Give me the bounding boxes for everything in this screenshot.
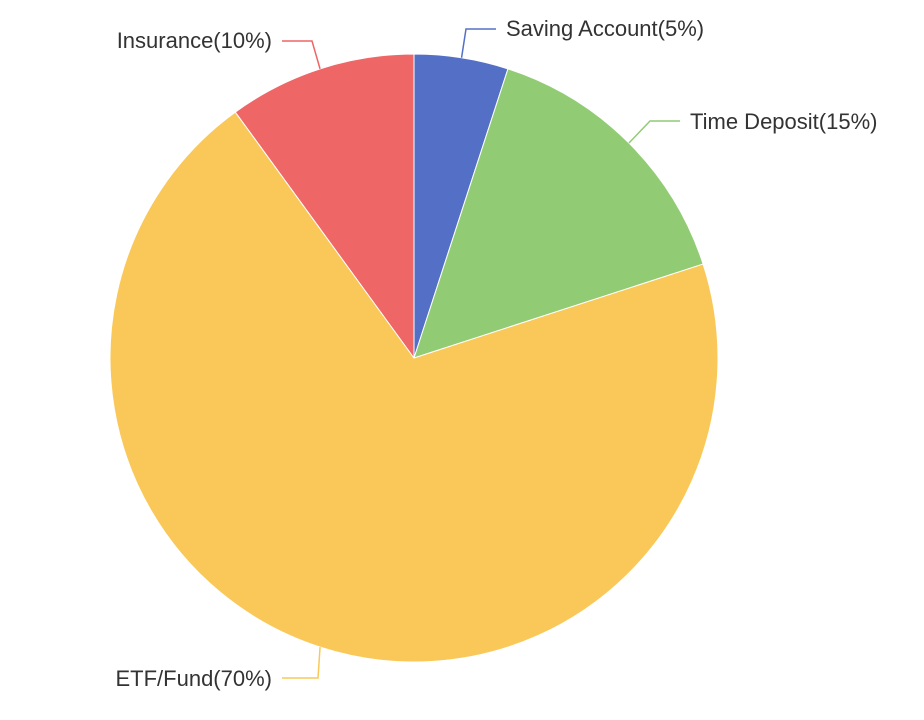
- leader-line-insurance: [282, 40, 321, 70]
- slice-label-saving-account: Saving Account(5%): [506, 16, 704, 41]
- leader-line-time-deposit: [628, 120, 680, 144]
- slice-labels: Saving Account(5%) Time Deposit(15%) ETF/F…: [116, 16, 878, 691]
- pie-slices: [109, 53, 719, 663]
- leader-line-saving-account: [460, 28, 496, 58]
- pie-slice-etf-fund[interactable]: [109, 111, 719, 663]
- leader-line-etf-fund: [282, 647, 321, 679]
- slice-label-etf-fund: ETF/Fund(70%): [116, 666, 273, 691]
- slice-label-insurance: Insurance(10%): [117, 28, 272, 53]
- label-leader-lines: [282, 28, 680, 679]
- pie-slice-time-deposit[interactable]: [413, 68, 704, 359]
- slice-label-time-deposit: Time Deposit(15%): [690, 109, 877, 134]
